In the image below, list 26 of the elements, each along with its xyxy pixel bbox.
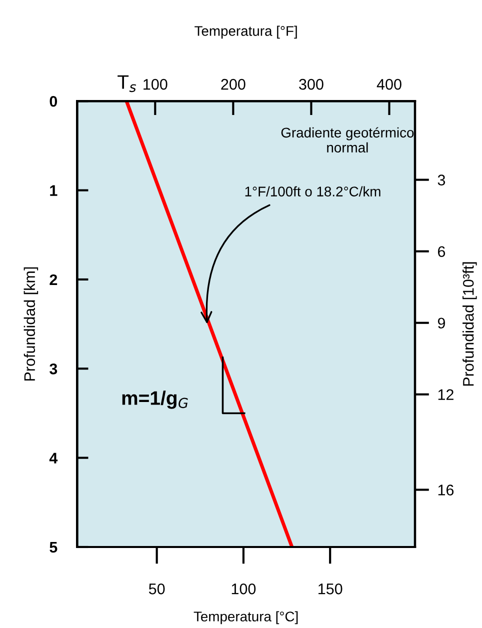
annotation: Gradiente geotérmico normal [281,127,414,153]
y-tick-label: 3 [50,364,58,374]
y2-tick-label: 3 [438,174,446,186]
x-tick-label: 150 [318,584,342,594]
x2-tick-label: T$_{s}$ [118,75,136,92]
y-axis-title: Profundidad [km] [24,267,38,381]
y2-tick-label: 16 [438,484,454,496]
y-tick-label: 5 [50,542,58,553]
x2-tick-label: 100 [144,78,168,90]
x2-tick-label: 300 [299,78,324,90]
y2-axis-title: Profundidad [10³ft] [462,262,477,386]
y2-tick-label: 9 [438,318,445,329]
annotation: 1°F/100ft o 18.2°C/km [245,186,380,196]
x-tick-label: 50 [148,584,165,594]
x-tick-label: 100 [232,584,256,594]
annotation: m=1/g$_{G}$ [122,390,188,409]
x2-tick-label: 200 [221,78,246,90]
x2-tick-label: 400 [376,78,402,90]
y-tick-label: 2 [50,274,58,285]
y2-tick-label: 12 [438,389,454,400]
y-tick-label: 4 [49,452,58,464]
y2-tick-label: 6 [438,246,446,258]
x-axis-title: Temperatura [°C] [194,611,298,624]
y-tick-label: 1 [50,185,58,196]
x2-axis-title: Temperatura [°F] [194,26,297,39]
y-tick-label: 0 [50,96,58,107]
